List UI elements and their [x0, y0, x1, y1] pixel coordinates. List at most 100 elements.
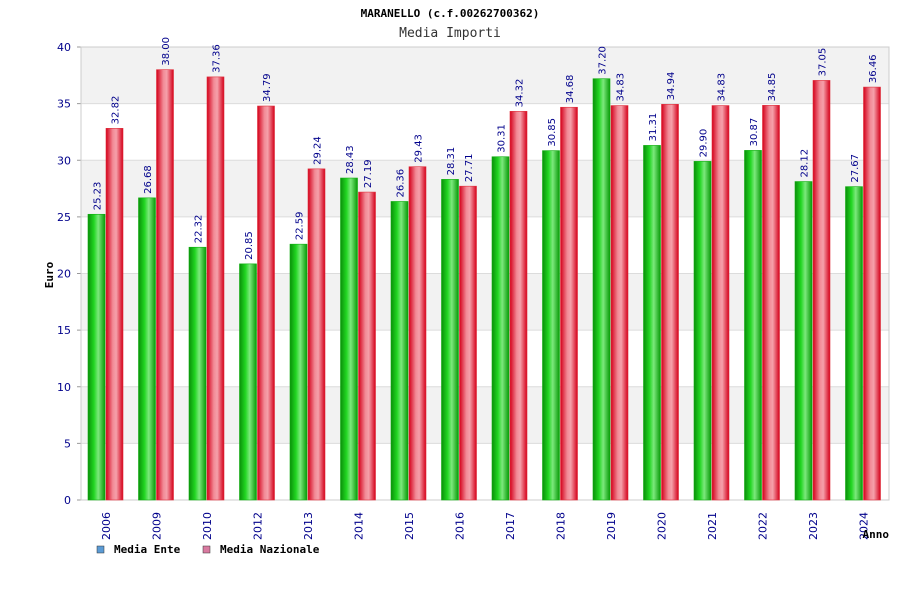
bar-ente-2022	[744, 150, 762, 501]
bar-ente-2012	[239, 263, 257, 501]
bar-ente-2021	[693, 161, 712, 501]
y-tick-label: 35	[57, 98, 71, 111]
data-label-ente-2021: 29.90	[699, 129, 710, 158]
bar-ente-2018	[542, 150, 560, 501]
data-label-ente-2010: 22.32	[194, 215, 205, 244]
bar-nazionale-2012	[257, 105, 275, 501]
bar-nazionale-2022	[762, 105, 780, 501]
legend-swatch-ente	[96, 545, 105, 554]
data-label-nazionale-2014: 27.19	[363, 159, 374, 188]
x-tick-label-2010: 2010	[201, 512, 214, 540]
data-label-ente-2023: 28.12	[800, 149, 811, 178]
bar-ente-2015	[390, 201, 409, 501]
data-label-nazionale-2017: 34.32	[515, 79, 526, 108]
x-tick-label-2019: 2019	[605, 512, 618, 540]
data-label-nazionale-2020: 34.94	[666, 72, 677, 101]
x-tick-label-2016: 2016	[454, 512, 467, 540]
x-tick-label-2014: 2014	[353, 512, 366, 540]
x-tick-label-2021: 2021	[706, 512, 719, 540]
bar-ente-2009	[138, 197, 156, 501]
data-label-nazionale-2012: 34.79	[262, 73, 273, 102]
bar-nazionale-2017	[509, 111, 528, 501]
x-tick-label-2023: 2023	[807, 512, 820, 540]
bar-ente-2017	[491, 156, 510, 501]
y-tick-label: 10	[57, 381, 71, 394]
x-tick-label-2018: 2018	[555, 512, 568, 540]
data-label-ente-2012: 20.85	[244, 231, 255, 260]
bar-ente-2010	[188, 246, 207, 501]
y-tick-label: 20	[57, 268, 71, 281]
x-axis-title: Anno	[863, 528, 890, 541]
bar-nazionale-2006	[105, 128, 124, 501]
data-label-nazionale-2024: 36.46	[868, 54, 879, 83]
data-label-nazionale-2006: 32.82	[111, 96, 122, 125]
data-label-ente-2022: 30.87	[749, 118, 760, 147]
x-tick-label-2009: 2009	[151, 512, 164, 540]
y-axis-title: Euro	[43, 261, 56, 288]
bar-nazionale-2018	[560, 106, 578, 501]
x-tick-label-2024: 2024	[858, 512, 871, 540]
data-label-nazionale-2019: 34.83	[616, 73, 627, 102]
bar-ente-2013	[289, 243, 308, 501]
data-label-nazionale-2010: 37.36	[212, 44, 223, 73]
legend-swatch-nazionale	[202, 545, 211, 554]
bar-nazionale-2020	[661, 104, 679, 501]
x-tick-label-2015: 2015	[403, 512, 416, 540]
data-label-ente-2013: 22.59	[295, 212, 306, 241]
y-tick-label: 30	[57, 154, 71, 167]
chart-title: MARANELLO (c.f.00262700362)	[361, 7, 540, 20]
data-label-ente-2015: 26.36	[396, 169, 407, 198]
data-label-ente-2017: 30.31	[497, 124, 508, 153]
bar-nazionale-2013	[307, 168, 326, 501]
data-label-ente-2018: 30.85	[547, 118, 558, 147]
data-label-nazionale-2023: 37.05	[818, 48, 829, 77]
bar-nazionale-2021	[711, 105, 730, 501]
plot-area: 0 5 10 15 20 25 30 35 40 25.23 32.82 2006 26.68 38.00…	[57, 37, 890, 540]
data-label-ente-2014: 28.43	[345, 145, 356, 174]
bar-nazionale-2024	[863, 86, 881, 501]
legend-label-nazionale: Media Nazionale	[220, 543, 320, 556]
bar-ente-2006	[87, 213, 106, 501]
bar-nazionale-2009	[156, 69, 174, 501]
data-label-nazionale-2009: 38.00	[161, 37, 172, 66]
y-tick-label: 15	[57, 324, 71, 337]
x-tick-label-2012: 2012	[252, 512, 265, 540]
legend: Media Ente Media Nazionale	[96, 543, 320, 556]
data-label-ente-2024: 27.67	[850, 154, 861, 183]
data-label-nazionale-2021: 34.83	[717, 73, 728, 102]
bar-nazionale-2010	[206, 76, 225, 501]
bar-ente-2024	[845, 186, 863, 501]
chart-subtitle: Media Importi	[399, 26, 501, 41]
bar-ente-2014	[340, 177, 358, 501]
bar-nazionale-2015	[408, 166, 427, 501]
x-tick-label-2022: 2022	[757, 512, 770, 540]
data-label-ente-2006: 25.23	[93, 182, 104, 211]
y-tick-label: 25	[57, 211, 71, 224]
bar-ente-2023	[794, 181, 813, 501]
bar-ente-2019	[592, 78, 611, 501]
data-label-ente-2016: 28.31	[446, 147, 457, 176]
data-label-ente-2009: 26.68	[143, 165, 154, 194]
x-tick-label-2017: 2017	[504, 512, 517, 540]
plot-frame	[80, 46, 890, 501]
data-label-nazionale-2015: 29.43	[414, 134, 425, 163]
legend-label-ente: Media Ente	[114, 543, 181, 556]
data-label-nazionale-2016: 27.71	[464, 154, 475, 183]
x-tick-label-2020: 2020	[656, 512, 669, 540]
bar-nazionale-2023	[812, 80, 831, 501]
data-label-nazionale-2022: 34.85	[767, 73, 778, 102]
bar-ente-2016	[441, 179, 459, 501]
data-label-nazionale-2013: 29.24	[313, 136, 324, 165]
y-tick-label: 40	[57, 41, 71, 54]
data-label-ente-2020: 31.31	[648, 113, 659, 142]
x-tick-label-2006: 2006	[100, 512, 113, 540]
data-label-ente-2019: 37.20	[598, 46, 609, 75]
y-tick-label: 5	[64, 437, 71, 450]
bar-nazionale-2014	[358, 191, 376, 501]
x-tick-label-2013: 2013	[302, 512, 315, 540]
bar-ente-2020	[643, 145, 661, 501]
y-tick-label: 0	[64, 494, 71, 507]
bar-nazionale-2019	[610, 105, 629, 501]
bar-nazionale-2016	[459, 185, 477, 501]
